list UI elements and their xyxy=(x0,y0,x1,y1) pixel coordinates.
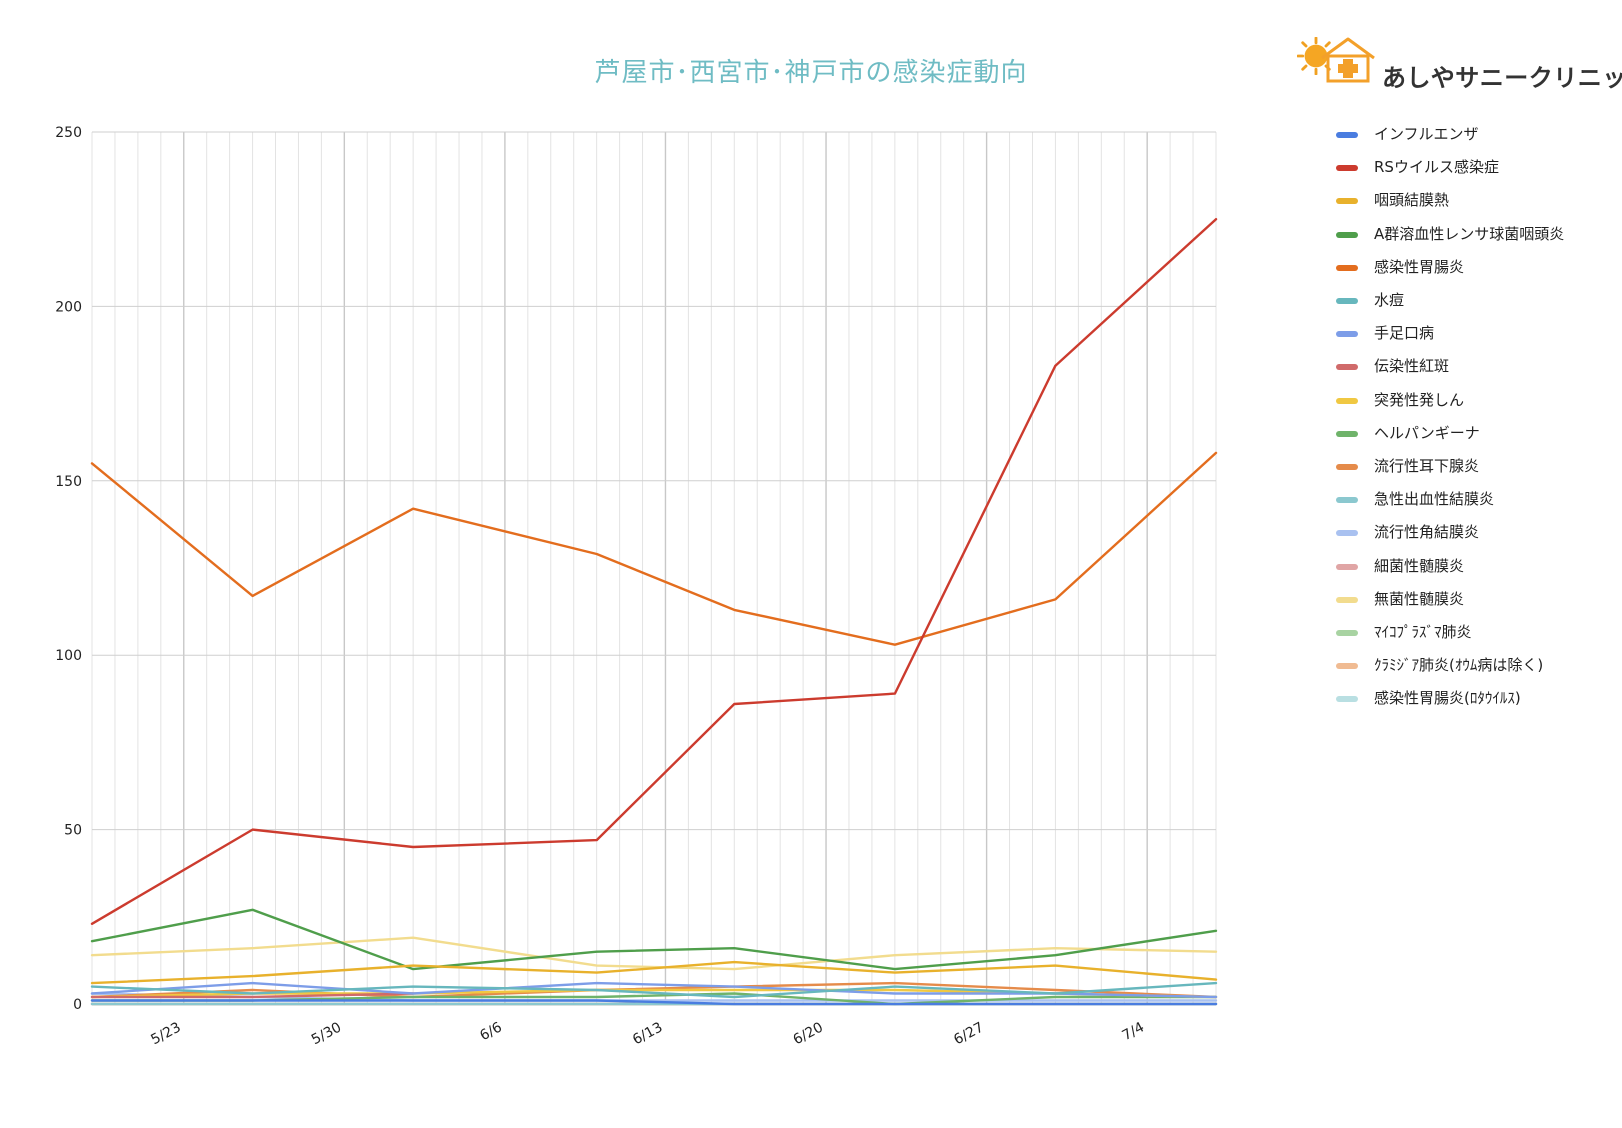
legend-label: 感染性胃腸炎(ﾛﾀｳｲﾙｽ) xyxy=(1374,689,1521,708)
legend-swatch xyxy=(1336,364,1358,371)
series-line xyxy=(90,936,1218,971)
legend-swatch xyxy=(1336,464,1358,470)
legend-label: ヘルパンギーナ xyxy=(1374,423,1480,442)
series-line xyxy=(90,960,1218,985)
series-line xyxy=(90,908,1218,971)
legend-swatch xyxy=(1336,430,1358,437)
legend-swatch xyxy=(1336,264,1358,271)
series-line xyxy=(90,992,415,999)
legend-swatch xyxy=(1336,663,1358,670)
legend-label: 流行性耳下腺炎 xyxy=(1374,457,1480,475)
legend-label: 手足口病 xyxy=(1374,324,1435,343)
series-line xyxy=(90,451,1218,646)
legend-label: 水痘 xyxy=(1374,291,1405,309)
sun-logo-icon xyxy=(1297,37,1335,75)
y-tick-label: 200 xyxy=(55,299,82,315)
legend-swatch xyxy=(1336,630,1358,636)
legend-label: 流行性角結膜炎 xyxy=(1374,523,1480,542)
chart-title: 芦屋市･西宮市･神戸市の感染症動向 xyxy=(594,58,1028,88)
house-cross-icon xyxy=(1321,37,1375,83)
y-tick-label: 250 xyxy=(55,125,82,141)
x-tick-label: 6/13 xyxy=(630,1019,665,1048)
x-tick-label: 6/6 xyxy=(477,1019,504,1044)
x-tick-label: 5/30 xyxy=(309,1019,344,1048)
clinic-name: あしやサニークリニック xyxy=(1382,64,1622,92)
legend-swatch xyxy=(1336,563,1358,570)
legend-swatch xyxy=(1336,298,1358,304)
y-tick-label: 50 xyxy=(64,823,82,839)
legend-label: ﾏｲｺﾌﾟﾗｽﾞﾏ肺炎 xyxy=(1374,623,1472,641)
legend-swatch xyxy=(1336,596,1358,603)
y-tick-label: 100 xyxy=(55,648,82,664)
x-tick-label: 6/27 xyxy=(951,1019,986,1048)
legend-label: 感染性胃腸炎 xyxy=(1374,257,1465,276)
x-tick-label: 7/4 xyxy=(1120,1019,1147,1044)
legend-swatch xyxy=(1336,397,1358,404)
series-line xyxy=(90,999,1218,1006)
y-tick-label: 0 xyxy=(73,997,82,1013)
y-tick-label: 150 xyxy=(55,474,82,490)
series-line xyxy=(90,218,1218,925)
legend-label: ｸﾗﾐｼﾞｱ肺炎(ｵｳﾑ病は除く) xyxy=(1374,656,1544,675)
legend-label: A群溶血性レンサ球菌咽頭炎 xyxy=(1374,224,1565,243)
legend-swatch xyxy=(1336,231,1358,238)
legend-label: 突発性発しん xyxy=(1374,390,1465,409)
legend-label: インフルエンザ xyxy=(1374,125,1479,143)
legend-label: 伝染性紅斑 xyxy=(1374,357,1450,376)
legend-swatch xyxy=(1336,331,1358,338)
legend-label: RSウイルス感染症 xyxy=(1374,158,1499,177)
x-tick-label: 5/23 xyxy=(148,1019,183,1048)
legend-swatch xyxy=(1336,530,1358,537)
legend-label: 急性出血性結膜炎 xyxy=(1374,490,1495,509)
legend-swatch xyxy=(1336,165,1358,172)
legend-label: 無菌性髄膜炎 xyxy=(1374,589,1465,608)
x-tick-label: 6/20 xyxy=(791,1019,826,1048)
legend-label: 咽頭結膜熱 xyxy=(1374,191,1450,210)
legend-swatch xyxy=(1336,132,1358,138)
legend-swatch xyxy=(1336,198,1358,205)
series-line xyxy=(90,981,1218,999)
legend-swatch xyxy=(1336,696,1358,703)
legend-swatch xyxy=(1336,497,1358,504)
legend-label: 細菌性髄膜炎 xyxy=(1374,556,1465,575)
